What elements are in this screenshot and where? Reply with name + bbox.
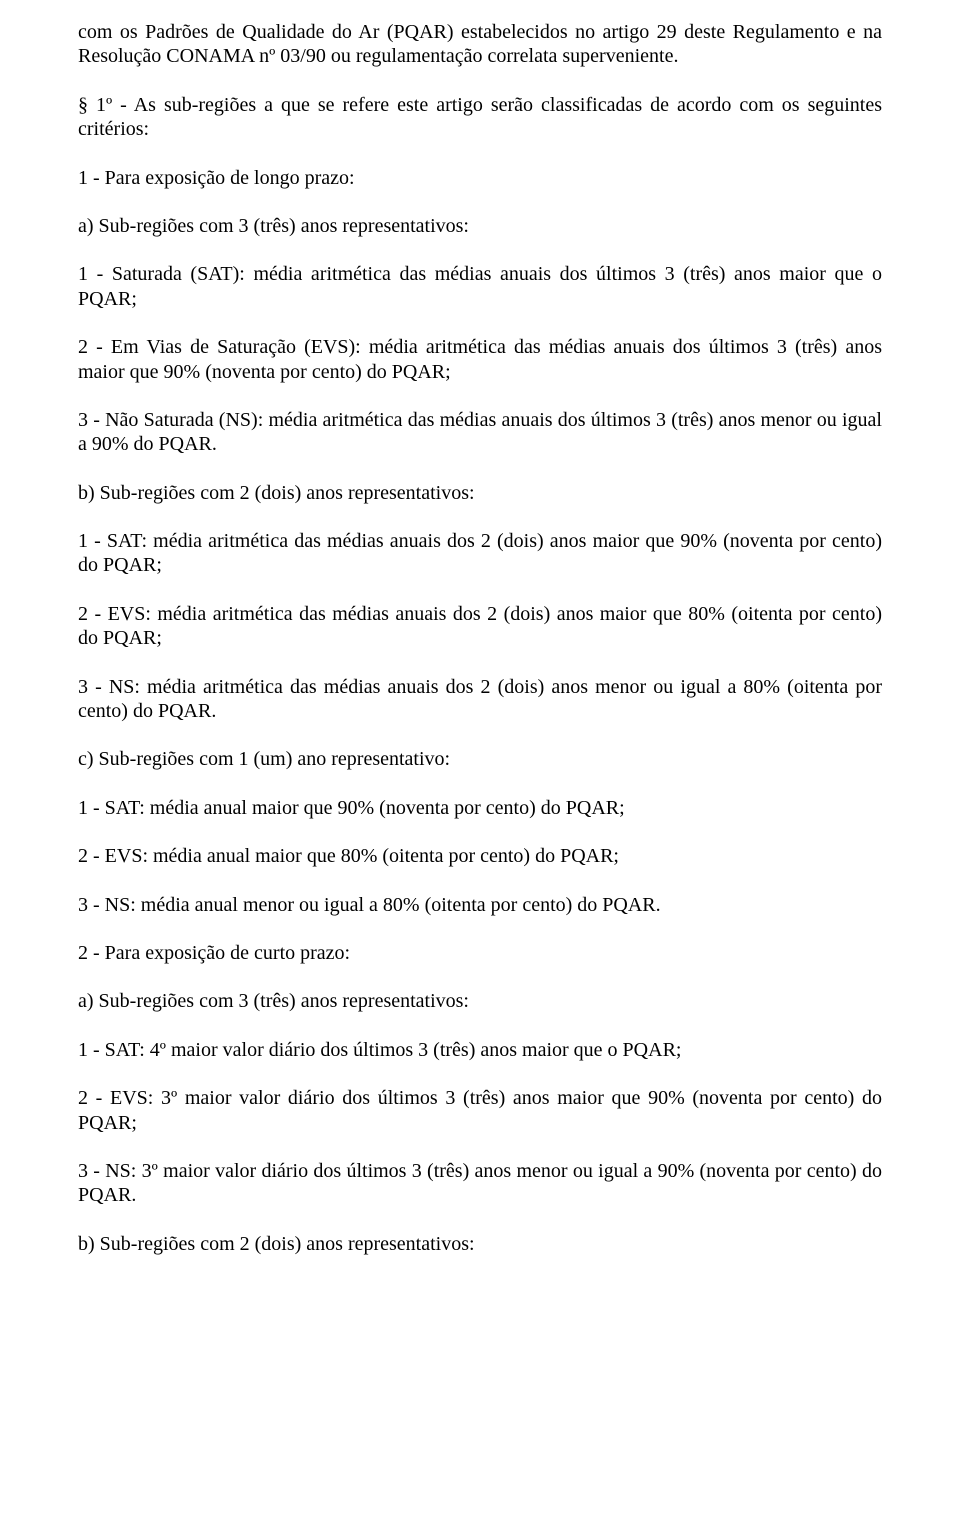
paragraph: 3 - NS: média aritmética das médias anua… [78, 675, 882, 724]
paragraph: b) Sub-regiões com 2 (dois) anos represe… [78, 1232, 882, 1256]
paragraph: a) Sub-regiões com 3 (três) anos represe… [78, 214, 882, 238]
paragraph: 2 - Para exposição de curto prazo: [78, 941, 882, 965]
paragraph: 1 - Para exposição de longo prazo: [78, 166, 882, 190]
paragraph: 3 - Não Saturada (NS): média aritmética … [78, 408, 882, 457]
paragraph: c) Sub-regiões com 1 (um) ano representa… [78, 747, 882, 771]
paragraph: 1 - SAT: 4º maior valor diário dos últim… [78, 1038, 882, 1062]
paragraph: 3 - NS: 3º maior valor diário dos último… [78, 1159, 882, 1208]
paragraph: 2 - EVS: média anual maior que 80% (oite… [78, 844, 882, 868]
paragraph: com os Padrões de Qualidade do Ar (PQAR)… [78, 20, 882, 69]
paragraph: 2 - EVS: média aritmética das médias anu… [78, 602, 882, 651]
paragraph: b) Sub-regiões com 2 (dois) anos represe… [78, 481, 882, 505]
document-page: com os Padrões de Qualidade do Ar (PQAR)… [0, 0, 960, 1534]
paragraph: 1 - Saturada (SAT): média aritmética das… [78, 262, 882, 311]
paragraph: a) Sub-regiões com 3 (três) anos represe… [78, 989, 882, 1013]
paragraph: 3 - NS: média anual menor ou igual a 80%… [78, 893, 882, 917]
paragraph: 2 - Em Vias de Saturação (EVS): média ar… [78, 335, 882, 384]
paragraph: 1 - SAT: média anual maior que 90% (nove… [78, 796, 882, 820]
paragraph: 2 - EVS: 3º maior valor diário dos últim… [78, 1086, 882, 1135]
paragraph: 1 - SAT: média aritmética das médias anu… [78, 529, 882, 578]
paragraph: § 1º - As sub-regiões a que se refere es… [78, 93, 882, 142]
